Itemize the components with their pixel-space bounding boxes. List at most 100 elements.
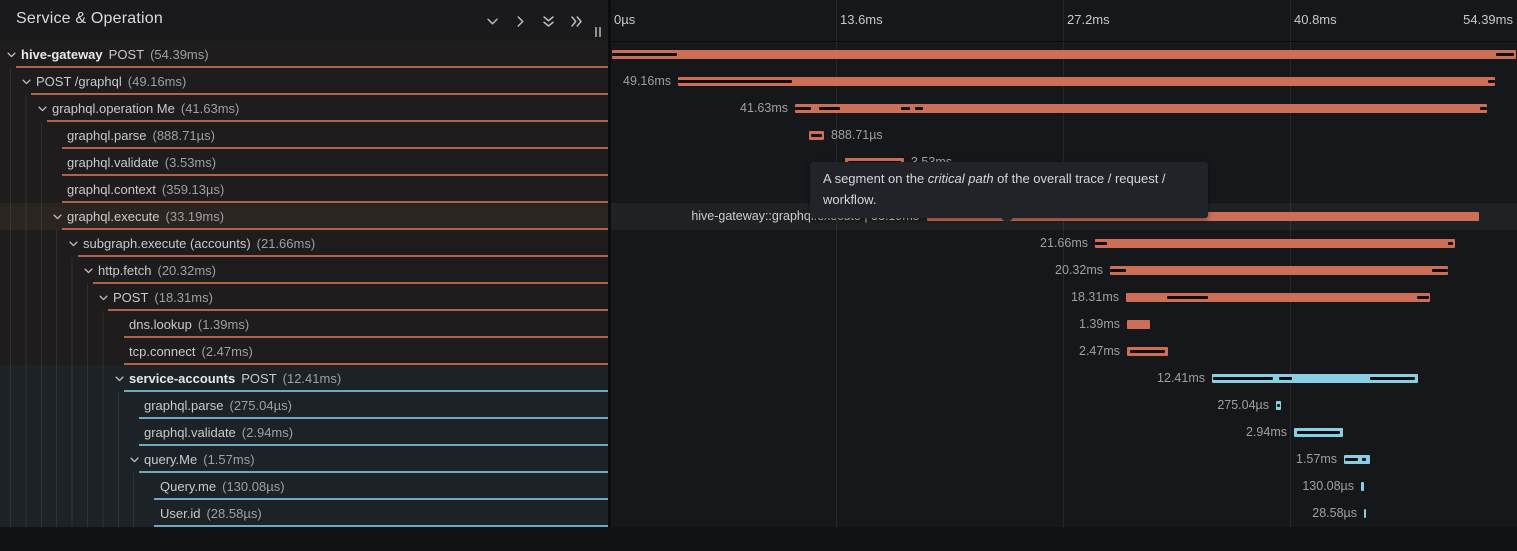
span-row-tcp-connect[interactable]: tcp.connect (2.47ms) [0,338,608,365]
indent-guides [10,392,119,419]
operation-name: User.id [160,505,201,521]
service-name: service-accounts [129,370,236,386]
panel-splitter[interactable] [608,0,611,527]
critical-path-segment [1448,242,1453,245]
span-duration: (2.94ms) [241,424,294,440]
span-row-service-accounts-post[interactable]: service-accounts POST (12.41ms) [0,365,608,392]
span-row-graphql-operation-me[interactable]: graphql.operation Me (41.63ms) [0,95,608,122]
span-row-http-fetch[interactable]: http.fetch (20.32ms) [0,257,608,284]
timeline-row: 2.47ms [611,338,1517,365]
chevron-down-icon[interactable] [129,454,140,465]
chevron-down-icon[interactable] [37,103,48,114]
span-bar[interactable] [678,77,1495,86]
operation-name: subgraph.execute (accounts) [83,235,251,251]
critical-path-segment [1095,242,1107,245]
timeline-row: 12.41ms [611,365,1517,392]
operation-name: graphql.parse [144,397,224,413]
span-row-subgraph-execute[interactable]: subgraph.execute (accounts) (21.66ms) [0,230,608,257]
critical-path-segment [1488,80,1495,83]
indent-guides [10,122,42,149]
chevron-down-icon[interactable] [21,76,32,87]
splitter-handle-icon[interactable] [594,27,604,37]
critical-path-segment [1496,53,1514,56]
timeline-row [611,41,1517,68]
span-row-graphql-execute[interactable]: graphql.execute (33.19ms) [0,203,608,230]
operation-name: graphql.execute [67,208,160,224]
chevron-down-icon[interactable] [68,238,79,249]
collapse-one-icon[interactable] [481,12,503,30]
span-row-dns-lookup[interactable]: dns.lookup (1.39ms) [0,311,608,338]
indent-guides [10,149,42,176]
chevron-down-icon[interactable] [6,49,17,60]
span-duration: (41.63ms) [180,100,240,116]
row-border [62,228,608,230]
timeline-row: 41.63ms [611,95,1517,122]
chevron-down-icon[interactable] [83,265,94,276]
expand-all-icon[interactable] [565,12,587,30]
indent-guides [10,284,88,311]
critical-path-segment [915,107,923,110]
indent-guides [10,176,42,203]
critical-path-segment [1432,269,1448,272]
critical-path-segment [1297,431,1340,434]
span-row-graphql-parse[interactable]: graphql.parse (888.71µs) [0,122,608,149]
critical-path-segment [901,107,910,110]
operation-name: POST [113,289,149,305]
timeline-row: 49.16ms [611,68,1517,95]
span-duration: (888.71µs) [152,127,215,143]
span-duration: (359.13µs) [161,181,225,197]
span-row-graphql-validate[interactable]: graphql.validate (3.53ms) [0,149,608,176]
expand-one-icon[interactable] [509,12,531,30]
collapse-all-icon[interactable] [537,12,559,30]
span-row-user-id[interactable]: User.id (28.58µs) [0,500,608,527]
span-row-graphql-parse-2[interactable]: graphql.parse (275.04µs) [0,392,608,419]
duration-label: 49.16ms [623,74,671,88]
span-duration: (54.39ms) [150,46,209,62]
operation-name: graphql.operation Me [52,100,175,116]
chevron-down-icon[interactable] [52,211,63,222]
span-bar[interactable] [1127,347,1168,356]
chevron-down-icon[interactable] [114,373,125,384]
indent-guides [10,338,104,365]
span-duration: (275.04µs) [229,397,292,413]
span-duration: (12.41ms) [282,370,342,386]
row-border [124,336,608,338]
span-bar[interactable] [1361,482,1364,491]
page-title: Service & Operation [16,10,163,27]
critical-path-segment [795,107,811,110]
span-row-post[interactable]: POST (18.31ms) [0,284,608,311]
critical-path-segment [1130,350,1165,353]
span-bar[interactable] [1126,293,1430,302]
span-row-query-me[interactable]: query.Me (1.57ms) [0,446,608,473]
span-bar[interactable] [795,104,1487,113]
indent-guides [10,500,134,527]
duration-label: 18.31ms [1071,290,1119,304]
span-bar[interactable] [1127,320,1150,329]
span-row-hive-gateway-post[interactable]: hive-gateway POST (54.39ms) [0,41,608,68]
span-row-graphql-validate-2[interactable]: graphql.validate (2.94ms) [0,419,608,446]
span-duration: (21.66ms) [256,235,316,251]
timeline-row: 130.08µs [611,473,1517,500]
chevron-down-icon[interactable] [98,292,109,303]
span-row-graphql-context[interactable]: graphql.context (359.13µs) [0,176,608,203]
span-bar[interactable] [1212,374,1418,383]
span-tree-header: Service & Operation [0,0,608,42]
duration-label: 1.57ms [1296,452,1337,466]
span-bar[interactable] [1344,455,1370,464]
tooltip-text: of the overall trace / request / workflo… [823,171,1166,207]
span-row-query-me-resolver[interactable]: Query.me (130.08µs) [0,473,608,500]
span-bar[interactable] [1276,401,1281,410]
span-bar[interactable] [1364,509,1366,518]
bottom-strip [0,527,1517,551]
critical-path-segment [1345,458,1358,461]
span-duration: (3.53ms) [164,154,217,170]
duration-label: 41.63ms [740,101,788,115]
span-bar[interactable] [809,131,824,140]
span-bar[interactable] [1110,266,1448,275]
span-bar[interactable] [1095,239,1455,248]
timeline-row: 18.31ms [611,284,1517,311]
span-bar[interactable] [612,50,1516,59]
span-bar[interactable] [1294,428,1343,437]
row-border [62,201,608,203]
span-row-post-graphql[interactable]: POST /graphql (49.16ms) [0,68,608,95]
